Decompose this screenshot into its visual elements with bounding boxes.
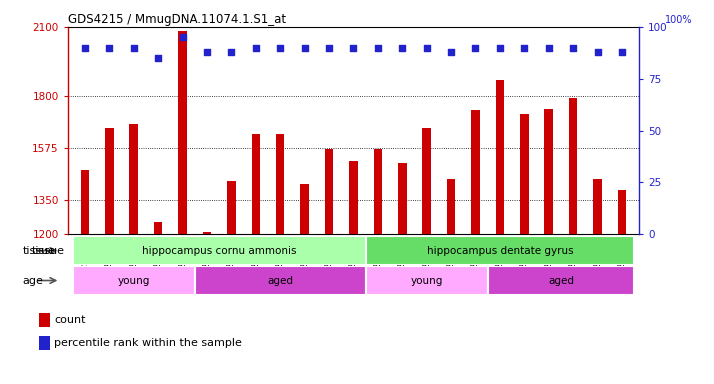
Bar bbox=[129, 124, 138, 234]
Bar bbox=[398, 163, 406, 234]
Point bbox=[299, 45, 311, 51]
Bar bbox=[325, 149, 333, 234]
Point bbox=[104, 45, 115, 51]
Point bbox=[470, 45, 481, 51]
Point bbox=[568, 45, 579, 51]
Point bbox=[616, 49, 628, 55]
Bar bbox=[366, 236, 634, 265]
Text: GDS4215 / MmugDNA.11074.1.S1_at: GDS4215 / MmugDNA.11074.1.S1_at bbox=[68, 13, 286, 26]
Text: aged: aged bbox=[548, 275, 574, 286]
Bar bbox=[73, 236, 366, 265]
Text: 100%: 100% bbox=[665, 15, 693, 25]
Text: hippocampus cornu ammonis: hippocampus cornu ammonis bbox=[142, 245, 296, 256]
Point bbox=[396, 45, 408, 51]
Point bbox=[543, 45, 555, 51]
Bar bbox=[227, 181, 236, 234]
Bar bbox=[39, 313, 50, 327]
Point bbox=[177, 34, 188, 40]
Text: age: age bbox=[23, 275, 44, 286]
Bar bbox=[423, 128, 431, 234]
Point bbox=[250, 45, 261, 51]
Bar bbox=[366, 266, 488, 295]
Bar bbox=[569, 98, 578, 234]
Text: aged: aged bbox=[267, 275, 293, 286]
Bar bbox=[520, 114, 528, 234]
Point bbox=[372, 45, 383, 51]
Bar bbox=[301, 184, 309, 234]
Bar bbox=[178, 31, 187, 234]
Text: percentile rank within the sample: percentile rank within the sample bbox=[54, 338, 242, 348]
Text: young: young bbox=[411, 275, 443, 286]
Text: count: count bbox=[54, 315, 86, 325]
Point bbox=[446, 49, 457, 55]
Point bbox=[274, 45, 286, 51]
Bar bbox=[471, 110, 480, 234]
Bar bbox=[618, 190, 626, 234]
Text: tissue: tissue bbox=[23, 245, 56, 256]
Bar bbox=[105, 128, 114, 234]
Bar bbox=[447, 179, 456, 234]
Bar bbox=[81, 170, 89, 234]
Bar bbox=[593, 179, 602, 234]
Bar bbox=[276, 134, 284, 234]
Point bbox=[494, 45, 506, 51]
Bar bbox=[349, 161, 358, 234]
Bar bbox=[203, 232, 211, 234]
Point bbox=[152, 55, 164, 61]
Bar bbox=[545, 109, 553, 234]
Point bbox=[226, 49, 237, 55]
Bar bbox=[373, 149, 382, 234]
Point bbox=[323, 45, 335, 51]
Bar bbox=[195, 266, 366, 295]
Point bbox=[79, 45, 91, 51]
Bar bbox=[496, 80, 504, 234]
Point bbox=[518, 45, 530, 51]
Point bbox=[128, 45, 139, 51]
Point bbox=[348, 45, 359, 51]
Bar bbox=[39, 336, 50, 350]
Bar bbox=[251, 134, 260, 234]
Text: young: young bbox=[118, 275, 150, 286]
Text: hippocampus dentate gyrus: hippocampus dentate gyrus bbox=[426, 245, 573, 256]
Text: tissue: tissue bbox=[31, 245, 64, 256]
Point bbox=[201, 49, 213, 55]
Point bbox=[421, 45, 433, 51]
Point bbox=[592, 49, 603, 55]
Bar bbox=[488, 266, 634, 295]
Bar bbox=[73, 266, 195, 295]
Bar bbox=[154, 222, 162, 234]
